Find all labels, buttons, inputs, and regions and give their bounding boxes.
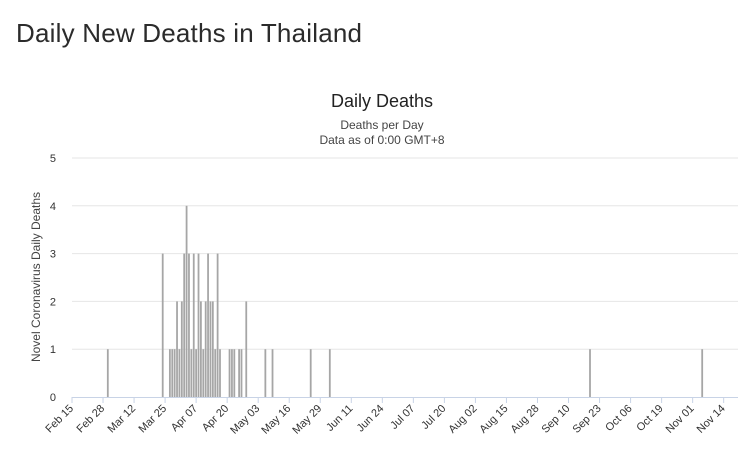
x-tick-label: Jun 11 <box>324 403 355 434</box>
bar <box>207 253 209 397</box>
bar <box>219 349 221 397</box>
y-tick-labels: 0 1 2 3 4 5 <box>50 153 56 404</box>
bar <box>264 349 267 397</box>
bar <box>701 349 704 397</box>
bar <box>200 301 202 397</box>
y-tick-label: 4 <box>50 201 56 213</box>
bar <box>271 349 274 397</box>
bar <box>178 349 181 397</box>
x-tick-label: May 16 <box>259 403 293 437</box>
bar <box>240 349 243 397</box>
bar <box>185 205 188 397</box>
bar <box>188 253 190 397</box>
bar <box>176 301 178 397</box>
x-tick-label: Jun 24 <box>355 403 387 435</box>
bar <box>245 301 248 397</box>
bar <box>216 253 219 397</box>
bar <box>589 349 591 397</box>
x-tick-label: Sep 10 <box>539 403 572 436</box>
grid-lines <box>72 157 738 350</box>
y-axis-label: Novel Coronavirus Daily Deaths <box>29 192 43 362</box>
x-tick-label: Apr 07 <box>169 403 200 434</box>
bar <box>183 253 186 397</box>
x-tick-label: Sep 23 <box>571 403 604 436</box>
bar <box>214 349 217 397</box>
x-tick-label: Mar 25 <box>137 403 170 436</box>
bar-series <box>106 205 704 397</box>
x-tick-label: Jul 20 <box>419 403 448 432</box>
x-tick-label: Aug 02 <box>446 403 479 436</box>
y-tick-label: 1 <box>50 344 56 356</box>
bar <box>202 349 205 397</box>
x-tick-label: Nov 14 <box>695 403 728 436</box>
bar <box>171 349 174 397</box>
x-tick-label: Jul 07 <box>388 403 417 432</box>
bar <box>231 349 233 397</box>
x-tick-label: May 29 <box>290 403 324 437</box>
x-tick-label: Nov 01 <box>664 403 697 436</box>
x-tick-label: Feb 15 <box>43 403 76 436</box>
bar <box>209 301 212 397</box>
bar <box>161 253 164 397</box>
bar <box>106 349 109 397</box>
y-tick-label: 0 <box>50 392 56 404</box>
bar <box>328 349 331 397</box>
bar <box>173 349 176 397</box>
chart-subtitle-line-1: Deaths per Day <box>340 118 423 132</box>
x-tick-label: Mar 12 <box>105 403 138 436</box>
page-title: Daily New Deaths in Thailand <box>16 18 363 48</box>
bar <box>204 301 207 397</box>
x-tick-label: Apr 20 <box>200 403 231 434</box>
bar <box>211 301 214 397</box>
x-axis <box>71 397 738 403</box>
bar <box>190 349 193 397</box>
y-tick-label: 3 <box>50 249 56 261</box>
bar <box>309 349 312 397</box>
x-tick-label: May 03 <box>228 403 262 437</box>
x-tick-label: Oct 06 <box>603 403 634 434</box>
bar <box>195 349 198 397</box>
x-tick-label: Oct 19 <box>634 403 665 434</box>
bar <box>228 349 231 397</box>
chart-subtitle-line-2: Data as of 0:00 GMT+8 <box>319 133 444 147</box>
bar <box>168 349 171 397</box>
bar <box>180 301 183 397</box>
y-tick-label: 2 <box>50 296 56 308</box>
bar <box>233 349 236 397</box>
x-tick-label: Aug 28 <box>508 403 541 436</box>
bar <box>192 253 195 397</box>
y-tick-label: 5 <box>50 153 56 165</box>
x-tick-label: Feb 28 <box>74 403 107 436</box>
x-tick-label: Aug 15 <box>477 403 510 436</box>
bar <box>197 253 200 397</box>
bar <box>238 349 240 397</box>
chart-title: Daily Deaths <box>331 91 433 111</box>
